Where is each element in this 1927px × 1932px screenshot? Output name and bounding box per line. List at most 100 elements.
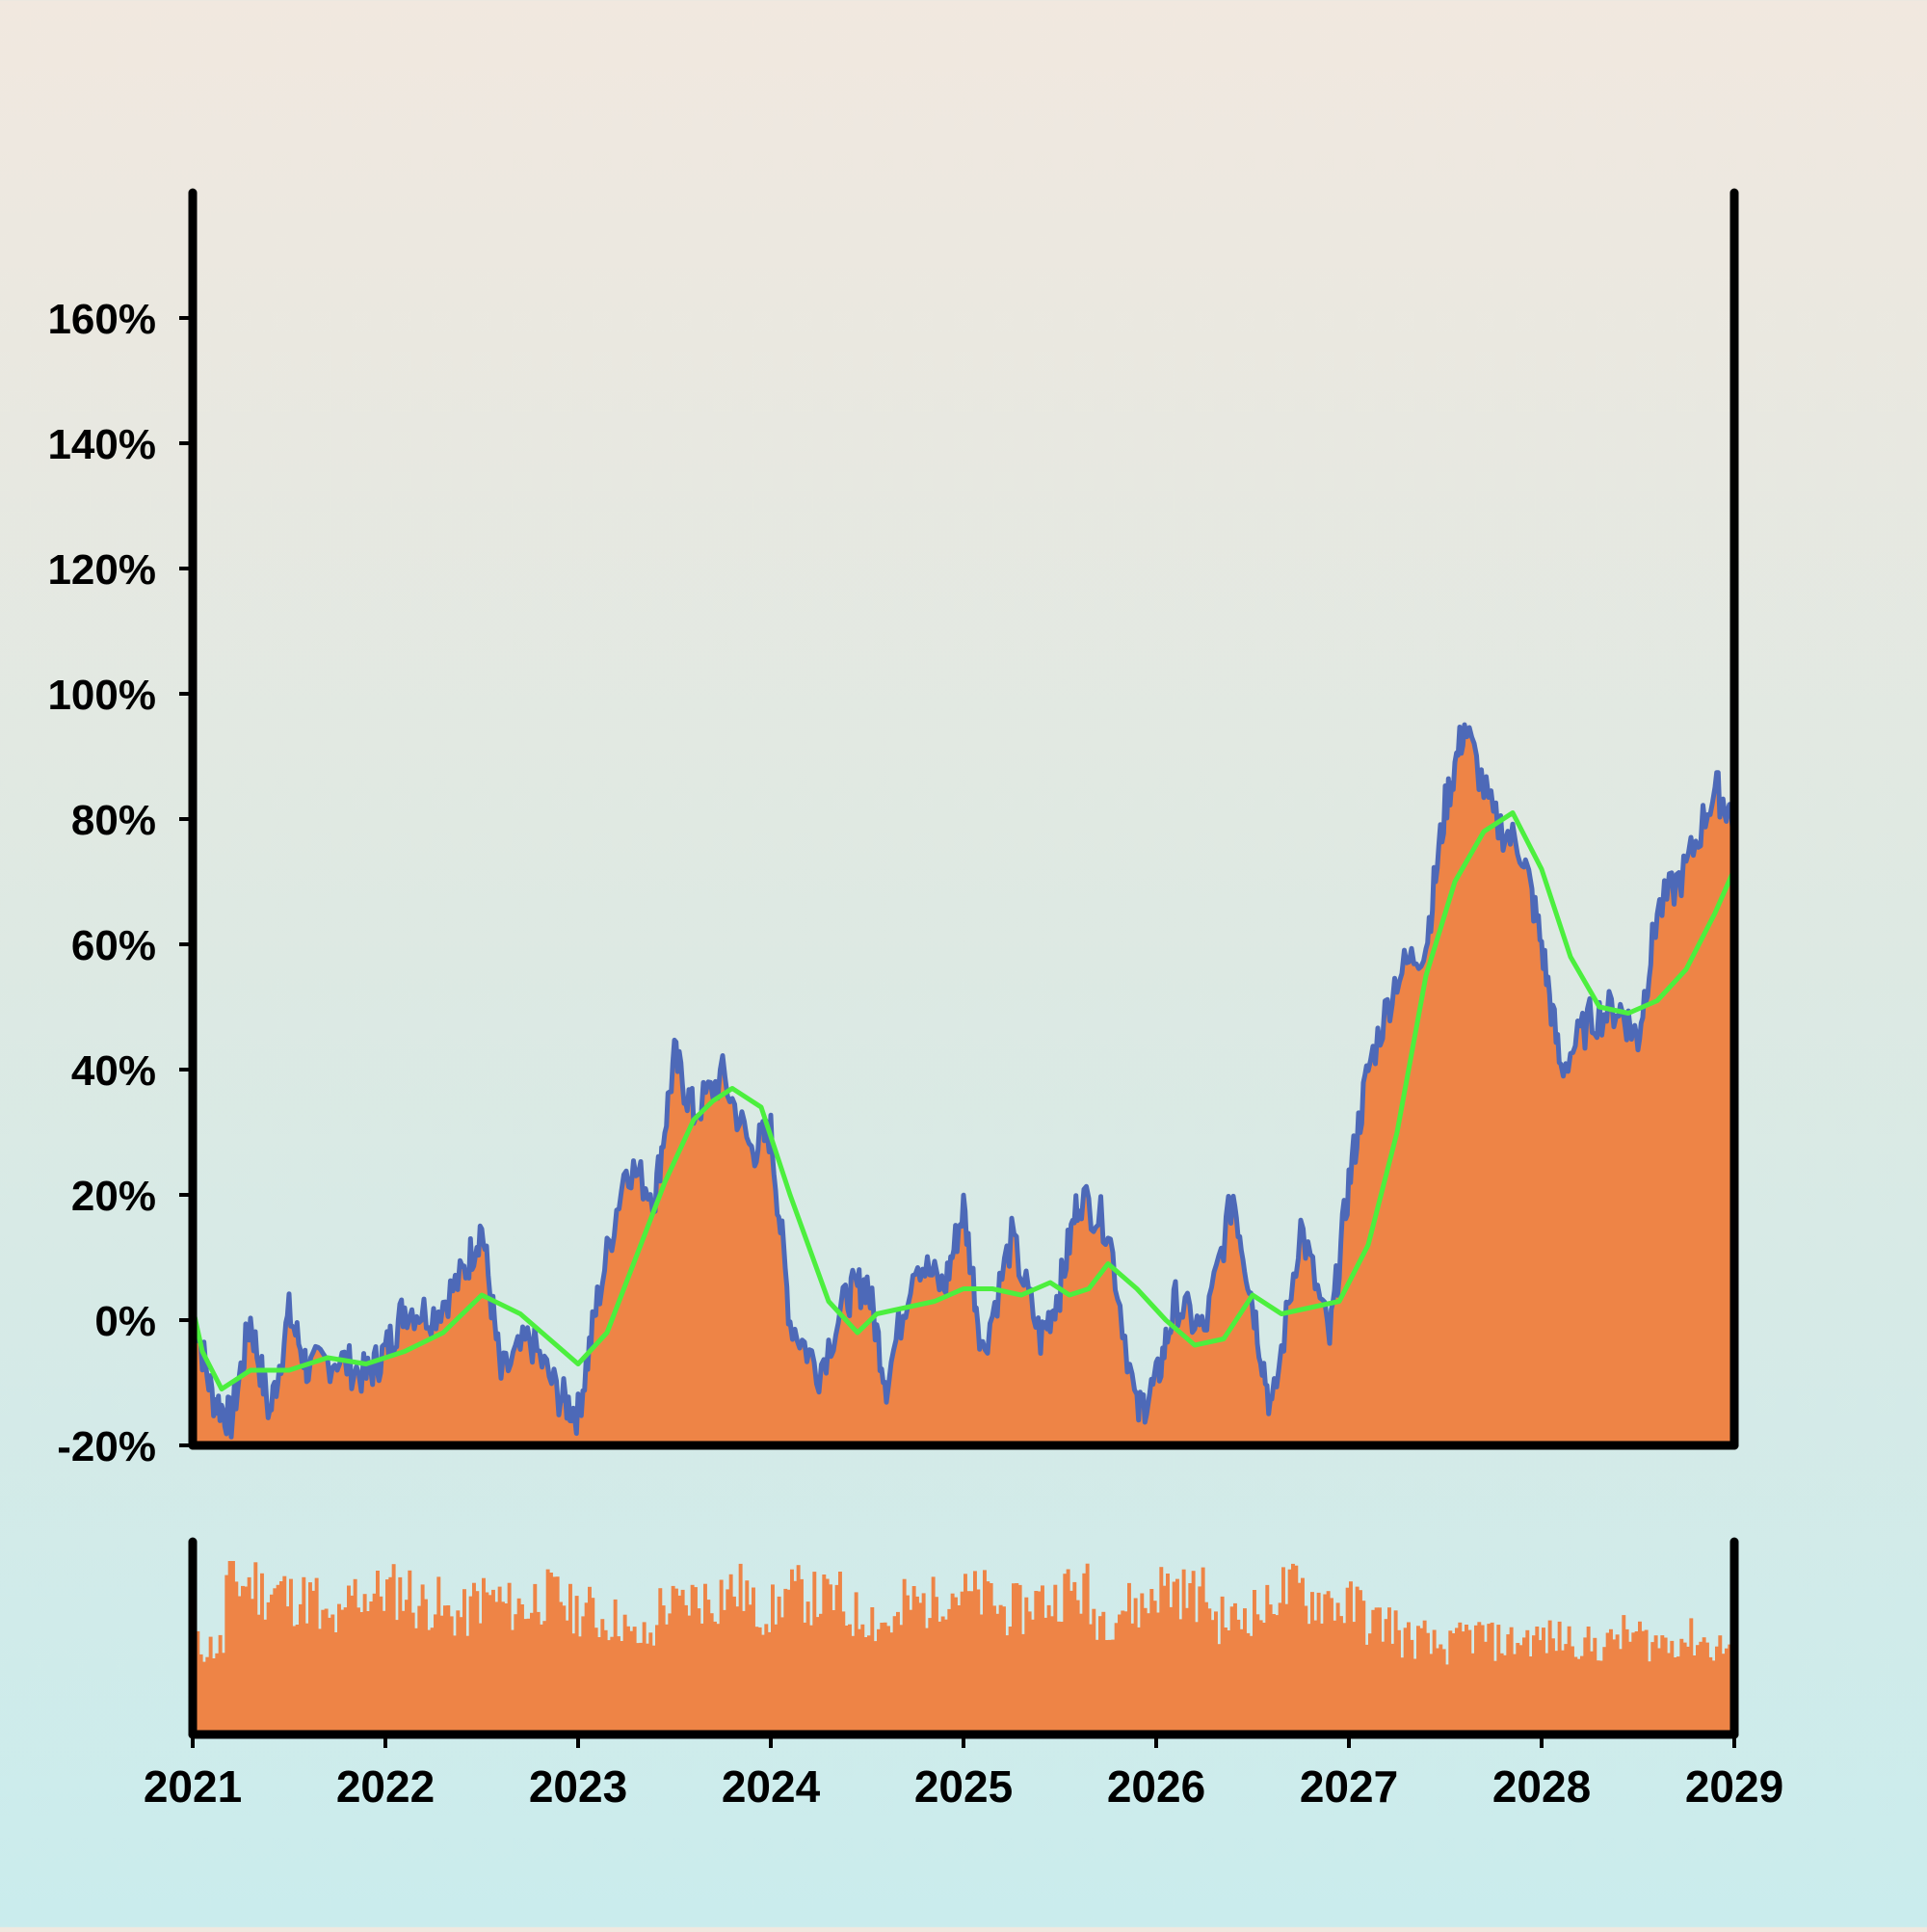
volume-bar — [1227, 1630, 1231, 1734]
volume-bar — [304, 1623, 309, 1734]
volume-bar — [1721, 1654, 1726, 1734]
volume-bar — [1108, 1639, 1112, 1734]
volume-bar — [1072, 1581, 1077, 1734]
volume-bar — [1101, 1611, 1106, 1734]
volume-bar — [902, 1578, 907, 1734]
volume-bar — [343, 1607, 348, 1734]
volume-bar — [1111, 1639, 1116, 1734]
volume-bar — [684, 1604, 688, 1734]
volume-bar — [328, 1617, 331, 1734]
volume-bar — [198, 1654, 203, 1734]
volume-bar — [215, 1653, 220, 1734]
y-tick-label: 20% — [71, 1173, 156, 1220]
volume-bar — [536, 1611, 541, 1734]
volume-bar — [1631, 1632, 1636, 1734]
axes: -20% 0% 20% 40% 60% 80% 100% 120% 140% 160% 2021 20… — [47, 188, 1783, 1812]
volume-bar — [761, 1634, 765, 1734]
volume-bar — [1528, 1656, 1533, 1734]
volume-bar — [526, 1618, 531, 1734]
volume-bar — [1335, 1602, 1340, 1734]
volume-bar — [626, 1626, 630, 1734]
volume-bar — [1410, 1639, 1414, 1734]
volume-bar — [1191, 1571, 1196, 1734]
volume-bar — [921, 1593, 926, 1734]
volume-bar — [1660, 1635, 1665, 1734]
volume-bar — [453, 1635, 457, 1734]
volume-bar — [578, 1636, 582, 1734]
volume-bar — [401, 1610, 406, 1734]
y-tick-label: 80% — [71, 797, 156, 844]
volume-bar — [1316, 1592, 1321, 1734]
volume-bar — [333, 1632, 338, 1734]
volume-bar — [439, 1615, 444, 1734]
volume-bar — [1021, 1633, 1025, 1734]
volume-bar — [1239, 1628, 1244, 1734]
volume-bar — [726, 1589, 730, 1734]
volume-bar — [270, 1594, 274, 1734]
volume-bar — [1728, 1644, 1732, 1734]
volume-bar — [1005, 1635, 1010, 1734]
volume-bar — [1342, 1623, 1347, 1734]
volume-bar — [883, 1622, 887, 1734]
volume-bar — [302, 1576, 306, 1734]
volume-bar — [748, 1604, 752, 1734]
volume-bar — [289, 1578, 293, 1734]
volume-bar — [613, 1599, 618, 1734]
volume-bar — [1470, 1653, 1475, 1734]
volume-bar — [485, 1592, 489, 1734]
volume-bar — [1487, 1624, 1491, 1734]
volume-bar — [1355, 1586, 1359, 1734]
volume-bar — [1615, 1634, 1620, 1734]
volume-bar — [700, 1623, 704, 1734]
volume-bar — [1557, 1621, 1562, 1734]
volume-bar — [610, 1636, 615, 1734]
volume-bar — [530, 1612, 534, 1734]
volume-bar — [1224, 1628, 1227, 1734]
volume-bar — [1214, 1611, 1218, 1734]
volume-bar — [1262, 1623, 1266, 1734]
volume-bar — [1535, 1627, 1540, 1734]
volume-bar — [658, 1588, 663, 1734]
volume-bar — [767, 1631, 772, 1734]
volume-bar — [886, 1626, 890, 1734]
volume-bar — [752, 1587, 755, 1734]
volume-bar — [1458, 1622, 1463, 1734]
volume-bar — [1509, 1627, 1514, 1734]
volume-bar — [651, 1645, 656, 1734]
volume-bar — [931, 1576, 936, 1734]
volume-bar — [472, 1582, 476, 1734]
volume-bar — [1564, 1644, 1569, 1734]
volume-bar — [805, 1601, 810, 1734]
volume-bar — [906, 1595, 910, 1734]
volume-bar — [1711, 1660, 1716, 1734]
volume-bar — [330, 1614, 335, 1734]
volume-bar — [954, 1597, 958, 1734]
volume-bar — [1229, 1606, 1234, 1734]
volume-bar — [825, 1578, 830, 1734]
volume-bar — [482, 1577, 486, 1734]
volume-bar — [1301, 1577, 1305, 1734]
volume-bar — [1304, 1605, 1308, 1734]
volume-bar — [1663, 1637, 1668, 1734]
volume-bar — [1098, 1616, 1102, 1734]
volume-bar — [369, 1601, 374, 1734]
volume-bar — [427, 1629, 432, 1734]
volume-bar — [1619, 1649, 1623, 1734]
volume-bar — [366, 1611, 370, 1734]
volume-bar — [388, 1576, 393, 1734]
volume-bar — [372, 1593, 377, 1734]
volume-bar — [1422, 1620, 1427, 1734]
volume-bar — [636, 1643, 640, 1734]
volume-bar — [892, 1616, 897, 1734]
volume-bar — [1397, 1629, 1401, 1734]
volume-bar — [1147, 1613, 1150, 1734]
volume-bar — [1532, 1635, 1536, 1734]
volume-bar — [600, 1619, 605, 1734]
volume-bar — [340, 1609, 345, 1734]
volume-bar — [1622, 1615, 1626, 1734]
volume-bar — [571, 1633, 576, 1734]
volume-bar — [1590, 1651, 1594, 1734]
volume-bar — [1641, 1630, 1646, 1734]
volume-bar — [1602, 1647, 1607, 1734]
volume-bar — [1516, 1643, 1520, 1734]
